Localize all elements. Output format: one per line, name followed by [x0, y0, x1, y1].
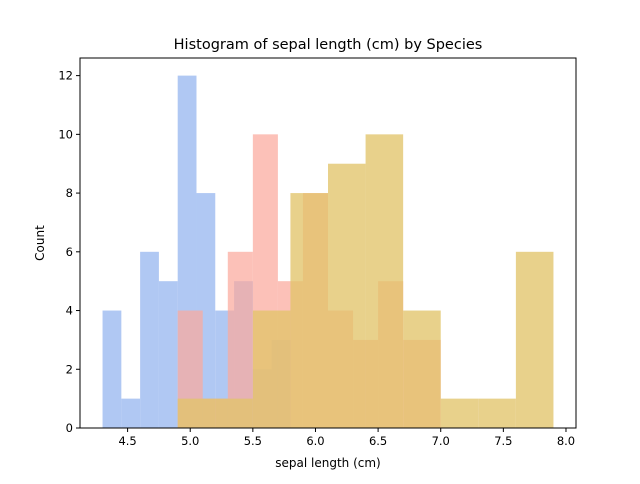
y-tick-label: 12 [58, 69, 73, 83]
x-tick-label: 4.5 [118, 434, 136, 448]
histogram-bar-series-3-bin-2 [215, 398, 253, 428]
histogram-bar-series-3-bin-3 [252, 310, 291, 428]
x-tick-label: 8.0 [557, 434, 575, 448]
y-tick-label: 6 [66, 245, 73, 259]
chart-title: Histogram of sepal length (cm) by Specie… [174, 37, 483, 53]
histogram-bar-series-3-bin-9 [478, 398, 516, 428]
y-tick-label: 10 [58, 127, 73, 141]
x-tick-label: 5.0 [181, 434, 199, 448]
y-tick-label: 8 [66, 186, 73, 200]
x-tick-label: 6.0 [306, 434, 324, 448]
x-tick-label: 5.5 [244, 434, 262, 448]
y-axis-ticks: 0 2 4 6 8 10 12 [58, 69, 80, 435]
y-axis-label: Count [33, 225, 47, 261]
x-tick-label: 7.0 [432, 434, 450, 448]
histogram-bar-series-3-bin-4 [290, 193, 328, 428]
y-tick-label: 2 [66, 362, 73, 376]
histogram-bar-series-1-bin-1 [102, 310, 122, 428]
x-tick-label: 7.5 [494, 434, 512, 448]
histogram-bar-series-3-bin-8 [440, 398, 479, 428]
x-axis-label: sepal length (cm) [275, 456, 380, 470]
histogram-bar-series-1-bin-4 [158, 281, 178, 428]
histogram-bar-series-1-bin-2 [121, 398, 141, 428]
histogram-bar-series-3-bin-5 [328, 163, 366, 428]
bars-layer [102, 75, 554, 428]
histogram-bar-series-3-bin-6 [365, 134, 404, 428]
y-tick-label: 4 [66, 304, 73, 318]
x-tick-label: 6.5 [369, 434, 387, 448]
axes-frame [79, 57, 577, 429]
x-axis-ticks: 4.5 5.0 5.5 6.0 6.5 7.0 7.5 8.0 [118, 428, 575, 448]
histogram-bar-series-3-bin-10 [515, 251, 554, 428]
y-tick-label: 0 [66, 421, 73, 435]
histogram-bar-series-3-bin-1 [177, 398, 216, 428]
histogram-bar-series-1-bin-3 [140, 251, 159, 428]
histogram-bar-series-3-bin-7 [403, 310, 441, 428]
